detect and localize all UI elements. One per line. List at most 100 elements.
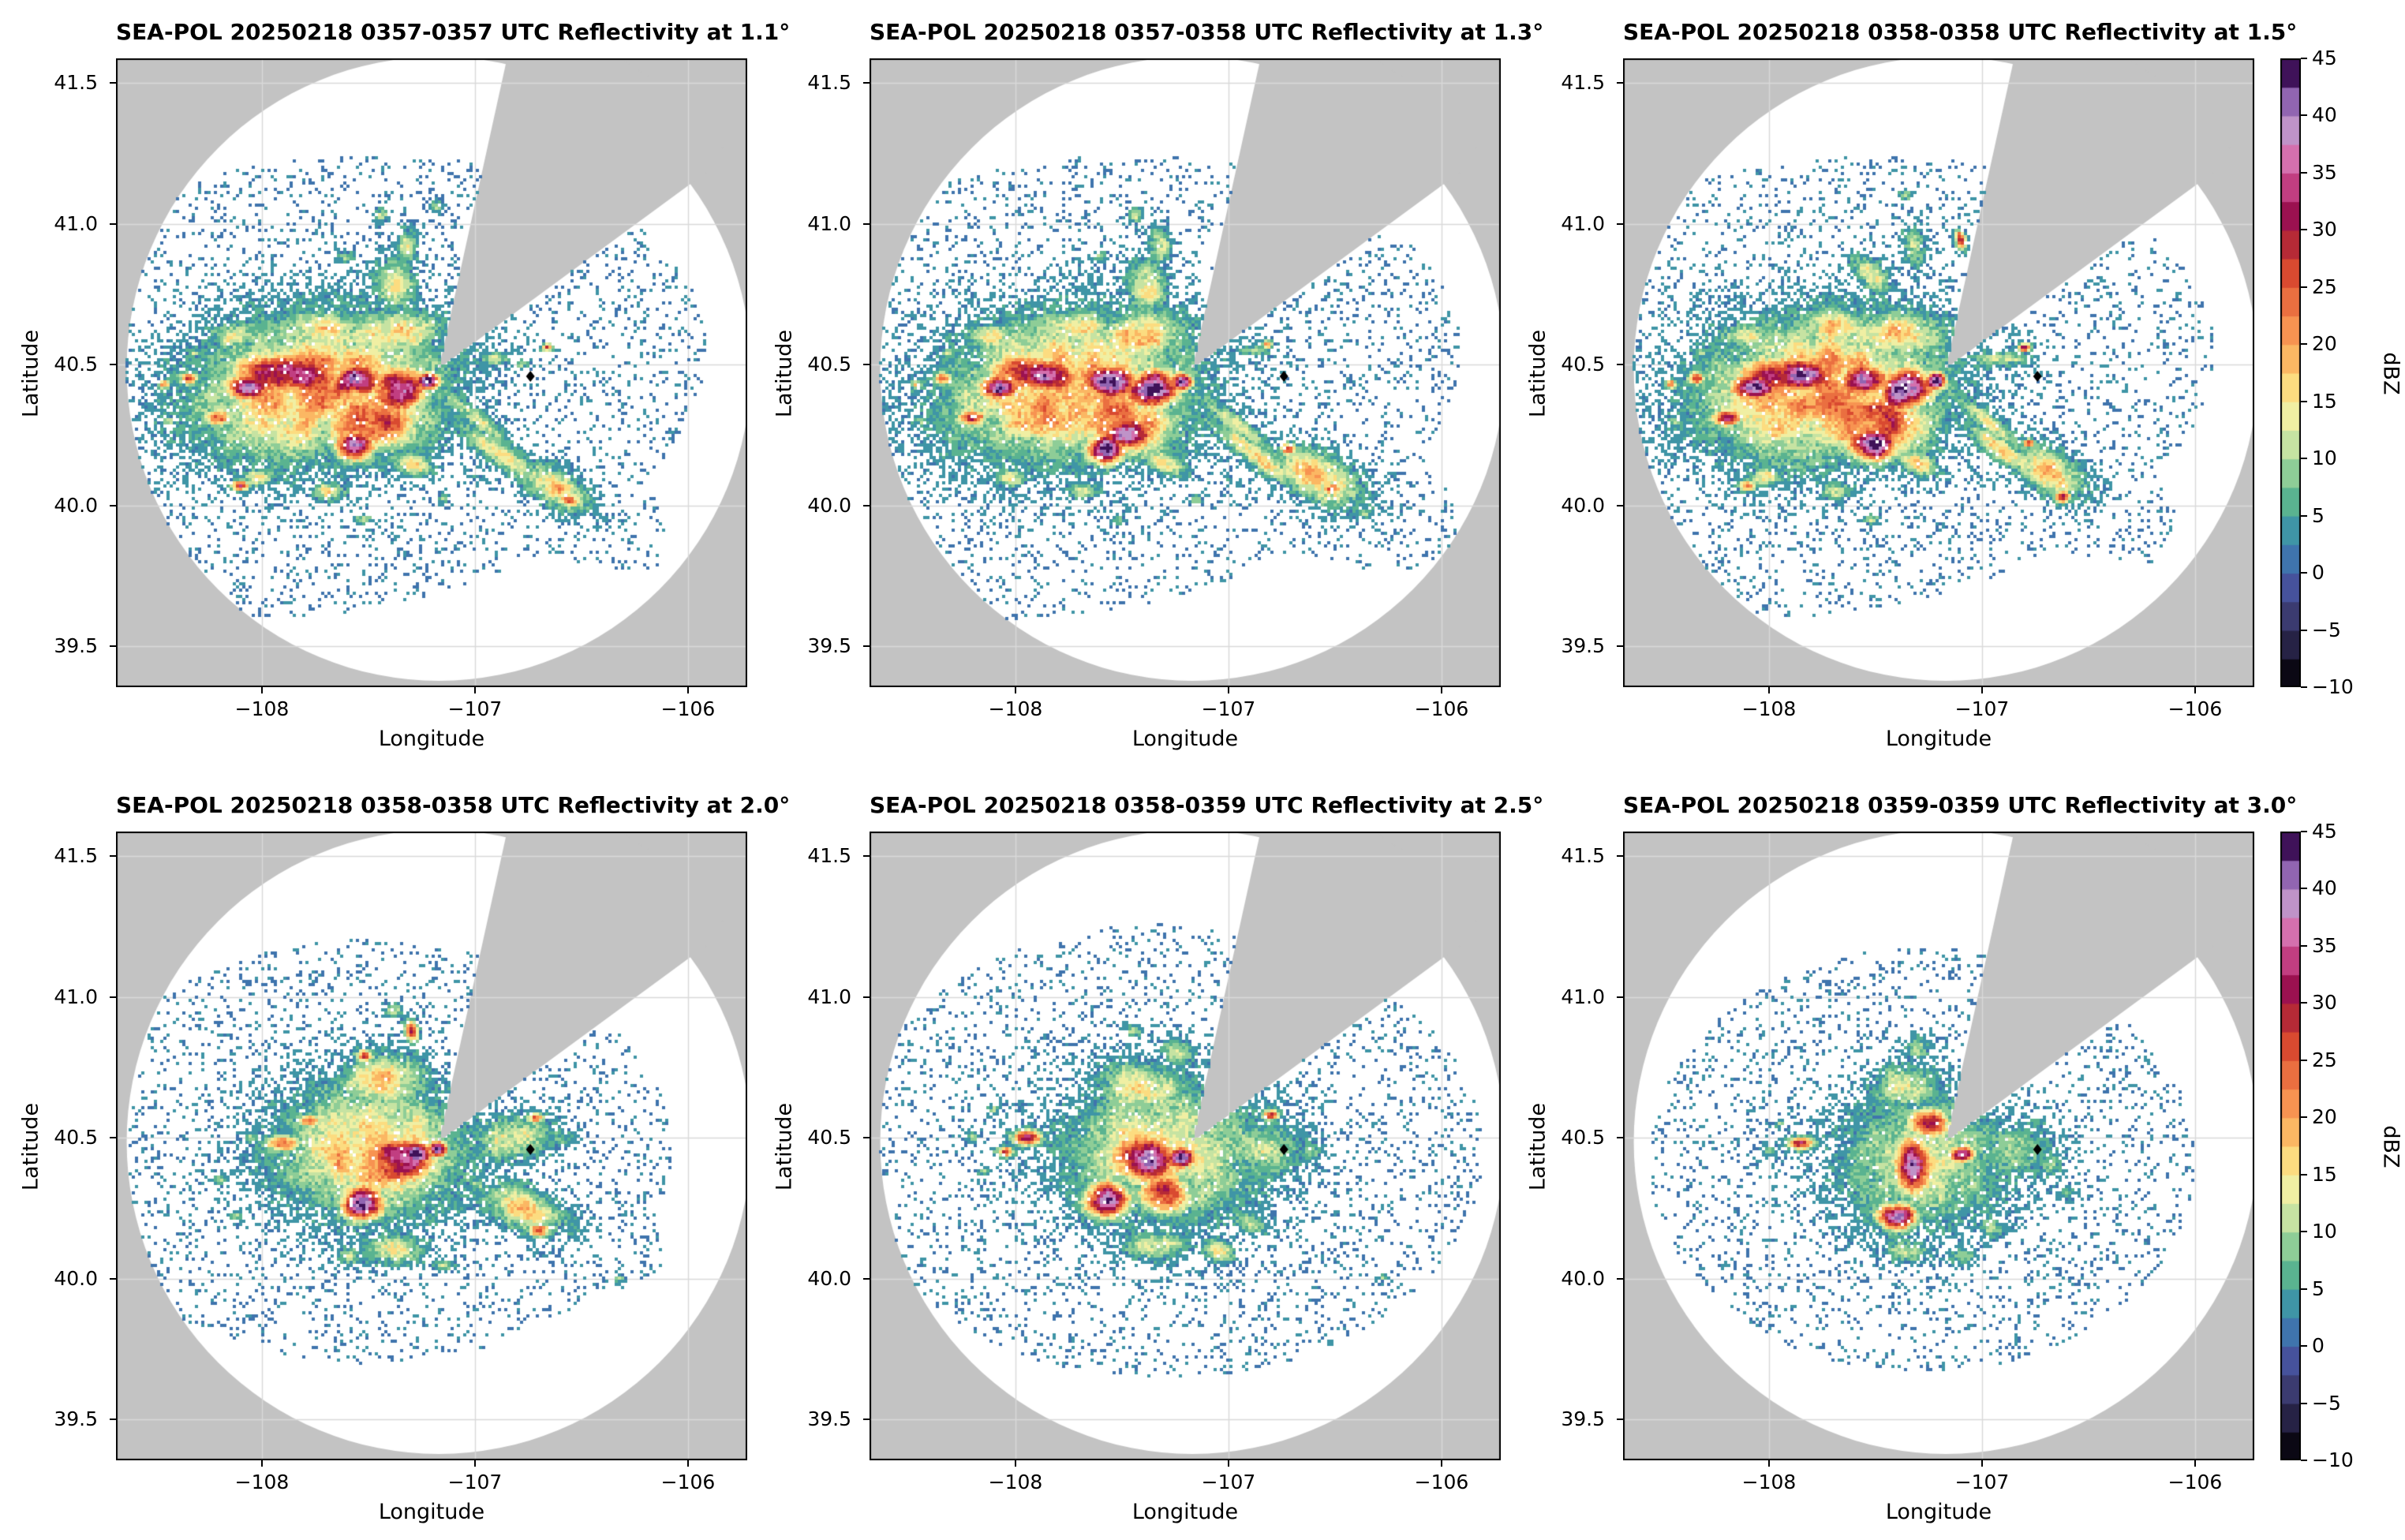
colorbar-tick-label: 30 — [2312, 991, 2337, 1015]
y-tick-label: 41.0 — [807, 211, 851, 235]
panel-title-4: SEA-POL 20250218 0358-0358 UTC Reflectiv… — [116, 792, 791, 818]
y-tick-label: 41.0 — [54, 211, 98, 235]
colorbar-tick-mark — [2301, 1345, 2307, 1348]
colorbar-tick-mark — [2301, 1288, 2307, 1290]
y-tick-label: 40.5 — [807, 1126, 851, 1149]
y-tick-label: 39.5 — [54, 634, 98, 657]
x-axis-label: Longitude — [378, 727, 485, 751]
colorbar-tick-mark — [2301, 831, 2307, 832]
y-tick-mark — [110, 1419, 116, 1420]
x-tick-label: −107 — [1954, 1471, 2010, 1493]
colorbar-tick-mark — [2301, 343, 2307, 346]
y-tick-mark — [1617, 1137, 1623, 1138]
colorbar-tick-label: 35 — [2312, 933, 2337, 957]
y-tick-label: 40.0 — [807, 1266, 851, 1290]
y-tick-label: 40.0 — [1561, 493, 1605, 517]
colorbar-row-1 — [2280, 58, 2301, 687]
x-tick-label: −108 — [234, 1471, 290, 1493]
colorbar-tick-mark — [2301, 1460, 2307, 1461]
y-tick-mark — [1617, 222, 1623, 225]
x-tick-mark — [474, 1460, 476, 1467]
y-tick-label: 39.5 — [807, 1407, 851, 1430]
radar-ppi-plot-4 — [116, 832, 747, 1460]
y-tick-label: 41.5 — [54, 71, 98, 94]
y-tick-label: 40.0 — [1561, 1266, 1605, 1290]
y-tick-mark — [863, 222, 870, 225]
x-tick-label: −106 — [660, 1471, 716, 1493]
colorbar-tick-mark — [2301, 458, 2307, 460]
radar-ppi-plot-5 — [870, 832, 1501, 1460]
y-tick-label: 39.5 — [1561, 634, 1605, 657]
x-tick-mark — [1768, 1460, 1770, 1467]
colorbar-tick-mark — [2301, 1231, 2307, 1233]
colorbar-tick-mark — [2301, 944, 2307, 947]
x-tick-mark — [1441, 1460, 1442, 1467]
x-tick-label: −108 — [1741, 697, 1797, 720]
y-tick-mark — [1617, 855, 1623, 857]
radar-ppi-plot-2 — [870, 58, 1501, 687]
x-tick-mark — [2194, 1460, 2196, 1467]
x-tick-mark — [1981, 687, 1983, 693]
panel-title-5: SEA-POL 20250218 0358-0359 UTC Reflectiv… — [870, 792, 1544, 818]
x-tick-mark — [1228, 687, 1229, 693]
colorbar-tick-label: 5 — [2312, 503, 2325, 527]
x-tick-mark — [261, 1460, 263, 1467]
panel-title-2: SEA-POL 20250218 0357-0358 UTC Reflectiv… — [870, 19, 1544, 45]
y-tick-label: 41.0 — [1561, 985, 1605, 1008]
x-tick-mark — [1015, 687, 1016, 693]
colorbar-tick-label: 20 — [2312, 1105, 2337, 1129]
colorbar-tick-mark — [2301, 229, 2307, 231]
y-tick-mark — [863, 996, 870, 998]
x-tick-label: −108 — [988, 697, 1043, 720]
y-tick-mark — [863, 364, 870, 365]
y-tick-label: 40.0 — [54, 493, 98, 517]
y-tick-mark — [1617, 996, 1623, 998]
colorbar-tick-mark — [2301, 400, 2307, 402]
x-tick-mark — [1768, 687, 1770, 693]
colorbar-tick-label: 0 — [2312, 1334, 2325, 1358]
y-tick-mark — [110, 504, 116, 506]
x-tick-mark — [687, 1460, 689, 1467]
y-tick-mark — [863, 1277, 870, 1280]
colorbar-tick-label: 5 — [2312, 1276, 2325, 1300]
colorbar-tick-label: 30 — [2312, 218, 2337, 241]
y-tick-label: 41.0 — [54, 985, 98, 1008]
colorbar-tick-mark — [2301, 286, 2307, 288]
colorbar-tick-label: −10 — [2312, 1448, 2354, 1471]
y-tick-label: 40.5 — [54, 1126, 98, 1149]
colorbar-tick-label: 25 — [2312, 1048, 2337, 1071]
colorbar-tick-label: 25 — [2312, 275, 2337, 298]
x-tick-label: −107 — [1954, 697, 2010, 720]
y-tick-mark — [863, 82, 870, 84]
y-tick-mark — [110, 82, 116, 84]
x-axis-label: Longitude — [1131, 727, 1239, 751]
colorbar-tick-mark — [2301, 629, 2307, 631]
y-tick-label: 41.5 — [1561, 71, 1605, 94]
y-tick-label: 40.5 — [1561, 1126, 1605, 1149]
y-tick-mark — [1617, 1277, 1623, 1280]
x-tick-mark — [1228, 1460, 1229, 1467]
x-axis-label: Longitude — [1131, 1500, 1239, 1524]
y-tick-mark — [863, 1419, 870, 1420]
x-tick-mark — [687, 687, 689, 693]
x-tick-label: −106 — [1414, 697, 1469, 720]
x-tick-label: −108 — [988, 1471, 1043, 1493]
colorbar-tick-mark — [2301, 1059, 2307, 1061]
colorbar-tick-label: 35 — [2312, 160, 2337, 184]
x-tick-mark — [2194, 687, 2196, 693]
colorbar-tick-mark — [2301, 1116, 2307, 1119]
x-tick-label: −108 — [1741, 1471, 1797, 1493]
colorbar-tick-mark — [2301, 1002, 2307, 1004]
x-tick-mark — [474, 687, 476, 693]
y-tick-mark — [110, 222, 116, 225]
colorbar-tick-label: 45 — [2312, 820, 2337, 843]
y-tick-mark — [110, 996, 116, 998]
radar-ppi-plot-3 — [1623, 58, 2254, 687]
colorbar-tick-mark — [2301, 114, 2307, 117]
colorbar-tick-label: 45 — [2312, 47, 2337, 69]
x-tick-label: −107 — [447, 697, 503, 720]
colorbar-tick-label: 20 — [2312, 332, 2337, 356]
y-tick-mark — [110, 1137, 116, 1138]
x-tick-label: −106 — [2167, 1471, 2223, 1493]
y-tick-label: 39.5 — [54, 1407, 98, 1430]
